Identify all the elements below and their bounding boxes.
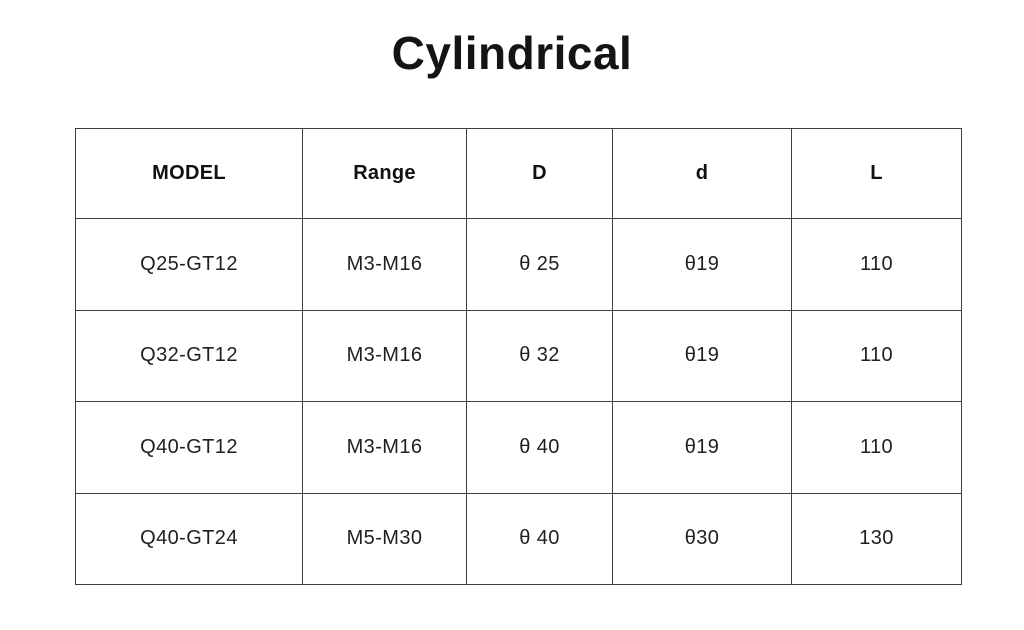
cell-d: θ30 — [612, 492, 792, 585]
cell-model: Q40-GT24 — [75, 492, 303, 585]
table-row: Q40-GT24 M5-M30 θ 40 θ30 130 — [75, 492, 962, 585]
cell-D: θ 40 — [466, 492, 613, 585]
cell-D: θ 32 — [466, 309, 613, 402]
column-header-range: Range — [302, 128, 467, 219]
spec-table: MODEL Range D d L Q25-GT12 M3-M16 θ 25 θ… — [75, 128, 962, 585]
cell-d: θ19 — [612, 218, 792, 311]
cell-range: M3-M16 — [302, 309, 467, 402]
column-header-L: L — [791, 128, 962, 219]
table-row: Q40-GT12 M3-M16 θ 40 θ19 110 — [75, 401, 962, 494]
cell-model: Q32-GT12 — [75, 309, 303, 402]
table-row: Q25-GT12 M3-M16 θ 25 θ19 110 — [75, 218, 962, 311]
cell-D: θ 25 — [466, 218, 613, 311]
cell-range: M5-M30 — [302, 492, 467, 585]
cell-model: Q40-GT12 — [75, 401, 303, 494]
cell-model: Q25-GT12 — [75, 218, 303, 311]
cell-L: 110 — [791, 401, 962, 494]
cell-L: 130 — [791, 492, 962, 585]
column-header-d: d — [612, 128, 792, 219]
cell-d: θ19 — [612, 401, 792, 494]
page-title: Cylindrical — [391, 27, 633, 79]
cell-range: M3-M16 — [302, 401, 467, 494]
table-row: Q32-GT12 M3-M16 θ 32 θ19 110 — [75, 309, 962, 402]
cell-L: 110 — [791, 309, 962, 402]
column-header-D: D — [466, 128, 613, 219]
table-header-row: MODEL Range D d L — [75, 128, 962, 219]
cell-D: θ 40 — [466, 401, 613, 494]
column-header-model: MODEL — [75, 128, 303, 219]
cell-L: 110 — [791, 218, 962, 311]
cell-range: M3-M16 — [302, 218, 467, 311]
cell-d: θ19 — [612, 309, 792, 402]
